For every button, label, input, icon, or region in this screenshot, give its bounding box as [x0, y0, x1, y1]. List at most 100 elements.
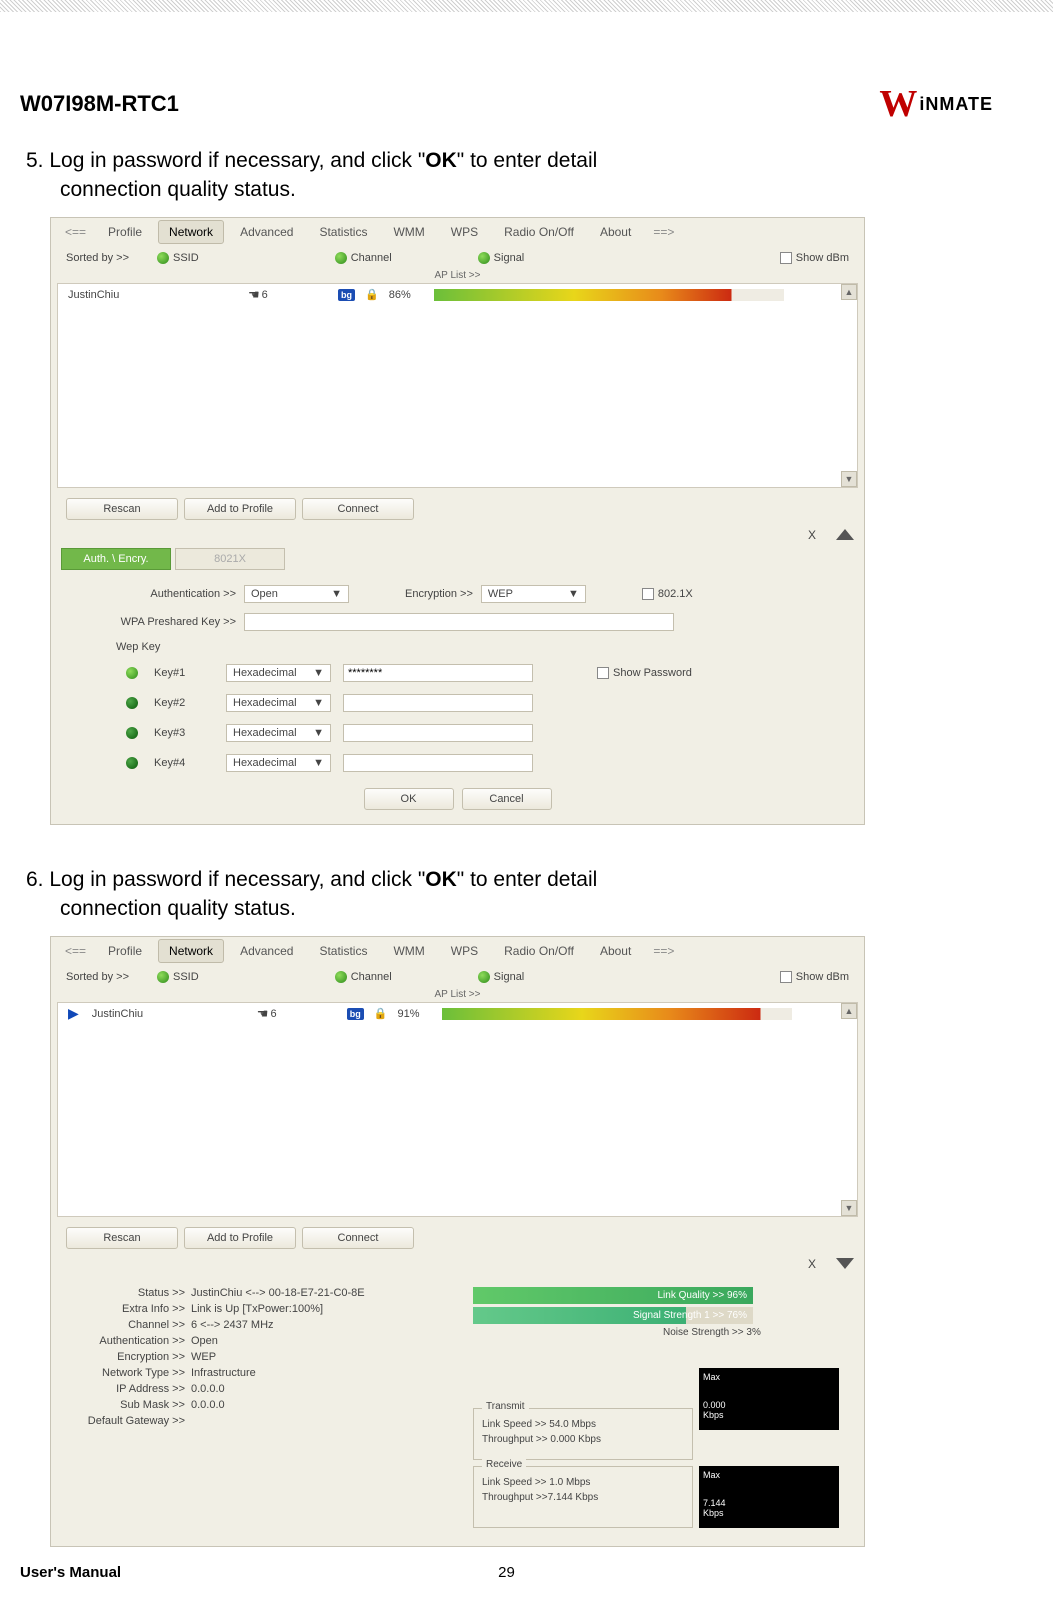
checkbox-icon — [780, 252, 792, 264]
connect-button[interactable]: Connect — [302, 1227, 414, 1249]
tab-radio[interactable]: Radio On/Off — [494, 940, 584, 962]
nettype-value: Infrastructure — [191, 1367, 256, 1379]
radio-icon[interactable] — [126, 667, 138, 679]
wpa-key-input[interactable] — [244, 613, 674, 631]
add-profile-button[interactable]: Add to Profile — [184, 498, 296, 520]
cancel-button[interactable]: Cancel — [462, 788, 552, 810]
checkbox-icon — [597, 667, 609, 679]
button-row-2: Rescan Add to Profile Connect — [51, 1217, 864, 1255]
step-6-text: 6. Log in password if necessary, and cli… — [26, 865, 993, 924]
transmit-title: Transmit — [482, 1401, 529, 1412]
scroll-down-icon[interactable]: ▼ — [841, 1200, 857, 1216]
ap-channel: ☚6 — [257, 1006, 297, 1022]
status-value: JustinChiu <--> 00-18-E7-21-C0-8E — [191, 1287, 365, 1299]
tab-statistics[interactable]: Statistics — [309, 940, 377, 962]
receive-title: Receive — [482, 1459, 526, 1470]
bullet-icon — [157, 252, 169, 264]
authentication-select[interactable]: Open▼ — [244, 585, 349, 603]
tab-about[interactable]: About — [590, 940, 641, 962]
tab-wps[interactable]: WPS — [441, 221, 488, 243]
connect-button[interactable]: Connect — [302, 498, 414, 520]
close-icon[interactable]: X — [788, 1257, 836, 1271]
tab-left-arrow[interactable]: <== — [59, 944, 92, 958]
receive-graph: Max 7.144 Kbps — [699, 1466, 839, 1528]
tab-wmm[interactable]: WMM — [383, 940, 434, 962]
show-dbm-checkbox[interactable]: Show dBm — [780, 252, 849, 264]
sort-channel[interactable]: Channel — [335, 971, 392, 983]
key3-label: Key#3 — [154, 727, 214, 739]
tab-profile[interactable]: Profile — [98, 940, 152, 962]
key4-input[interactable] — [343, 754, 533, 772]
key2-input[interactable] — [343, 694, 533, 712]
winmate-logo: W iNMATE — [879, 82, 993, 126]
show-dbm-checkbox[interactable]: Show dBm — [780, 971, 849, 983]
radio-icon[interactable] — [126, 727, 138, 739]
ap-list-label: AP List >> — [51, 989, 864, 1002]
enc-value: WEP — [191, 1351, 216, 1363]
transmit-graph: Max 0.000 Kbps — [699, 1368, 839, 1430]
step-5-part1: Log in password if necessary, and click … — [49, 149, 425, 172]
collapse-up-icon[interactable] — [836, 529, 854, 540]
collapse-bar: X — [51, 526, 864, 548]
rx-max-val: 7.144 — [703, 1498, 835, 1508]
8021x-checkbox[interactable]: 802.1X — [642, 588, 693, 600]
key3-type-select[interactable]: Hexadecimal▼ — [226, 724, 331, 742]
show-password-checkbox[interactable]: Show Password — [597, 667, 692, 679]
signal-pct: 86% — [389, 289, 424, 301]
lock-icon: 🔒 — [365, 288, 379, 301]
key1-type-select[interactable]: Hexadecimal▼ — [226, 664, 331, 682]
radio-icon[interactable] — [126, 757, 138, 769]
sort-row: Sorted by >> SSID Channel Signal Show dB… — [51, 246, 864, 270]
key3-input[interactable] — [343, 724, 533, 742]
tab-advanced[interactable]: Advanced — [230, 940, 303, 962]
tab-wps[interactable]: WPS — [441, 940, 488, 962]
ap-row[interactable]: ▶ JustinChiu ☚6 bg 🔒 91% — [58, 1003, 857, 1025]
close-icon[interactable]: X — [788, 528, 836, 542]
logo-text: iNMATE — [919, 94, 993, 115]
radio-icon[interactable] — [126, 697, 138, 709]
model-number: W07I98M-RTC1 — [20, 91, 179, 117]
max-label: Max — [703, 1372, 835, 1382]
scroll-down-icon[interactable]: ▼ — [841, 471, 857, 487]
key4-type-select[interactable]: Hexadecimal▼ — [226, 754, 331, 772]
auth-encry-tab[interactable]: Auth. \ Encry. — [61, 548, 171, 570]
tab-row-2: <== Profile Network Advanced Statistics … — [51, 937, 864, 965]
ok-button[interactable]: OK — [364, 788, 454, 810]
collapse-down-icon[interactable] — [836, 1258, 854, 1269]
chevron-down-icon: ▼ — [313, 727, 324, 739]
sort-ssid[interactable]: SSID — [157, 971, 199, 983]
sort-signal[interactable]: Signal — [478, 252, 525, 264]
tab-network[interactable]: Network — [158, 939, 224, 963]
scroll-up-icon[interactable]: ▲ — [841, 1003, 857, 1019]
key1-input[interactable] — [343, 664, 533, 682]
key2-type-select[interactable]: Hexadecimal▼ — [226, 694, 331, 712]
rescan-button[interactable]: Rescan — [66, 498, 178, 520]
tx-link-speed: Link Speed >> 54.0 Mbps — [482, 1419, 684, 1430]
ap-row[interactable]: JustinChiu ☚6 bg 🔒 86% — [58, 284, 857, 306]
sort-signal[interactable]: Signal — [478, 971, 525, 983]
8021x-tab[interactable]: 8021X — [175, 548, 285, 570]
tab-wmm[interactable]: WMM — [383, 221, 434, 243]
rescan-button[interactable]: Rescan — [66, 1227, 178, 1249]
hand-icon: ☚ — [257, 1006, 269, 1022]
sort-channel[interactable]: Channel — [335, 252, 392, 264]
bg-badge: bg — [338, 289, 355, 301]
sort-ssid[interactable]: SSID — [157, 252, 199, 264]
tab-right-arrow[interactable]: ==> — [647, 944, 680, 958]
scroll-up-icon[interactable]: ▲ — [841, 284, 857, 300]
chevron-down-icon: ▼ — [331, 588, 342, 600]
tab-network[interactable]: Network — [158, 220, 224, 244]
button-row: Rescan Add to Profile Connect — [51, 488, 864, 526]
tab-statistics[interactable]: Statistics — [309, 221, 377, 243]
wep-row-4: Key#4 Hexadecimal▼ — [126, 748, 844, 778]
kbps-label: Kbps — [703, 1508, 835, 1518]
tab-left-arrow[interactable]: <== — [59, 225, 92, 239]
tab-advanced[interactable]: Advanced — [230, 221, 303, 243]
tab-radio[interactable]: Radio On/Off — [494, 221, 584, 243]
auth-label: Authentication >> — [65, 1335, 185, 1347]
tab-about[interactable]: About — [590, 221, 641, 243]
add-profile-button[interactable]: Add to Profile — [184, 1227, 296, 1249]
encryption-select[interactable]: WEP▼ — [481, 585, 586, 603]
tab-profile[interactable]: Profile — [98, 221, 152, 243]
tab-right-arrow[interactable]: ==> — [647, 225, 680, 239]
